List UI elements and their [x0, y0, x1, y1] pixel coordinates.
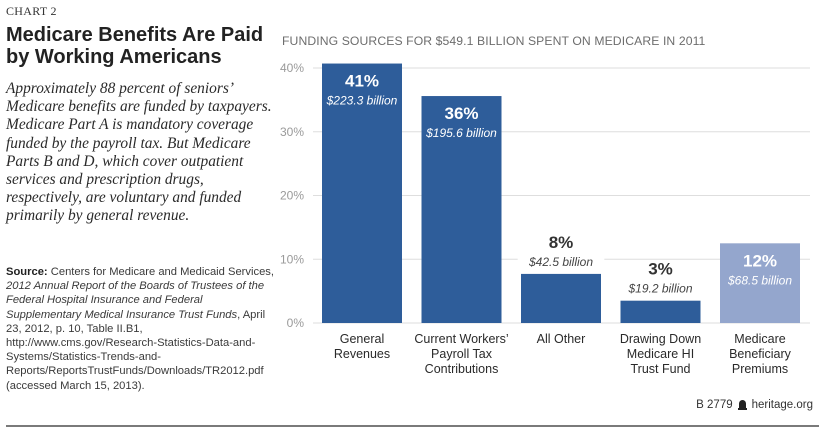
footer: B 2779 heritage.org: [696, 399, 813, 411]
page-title: Medicare Benefits Are Paid by Working Am…: [6, 24, 264, 68]
y-tick-label: 20%: [280, 189, 304, 203]
bar: [322, 63, 402, 323]
label-backdrop: [517, 254, 605, 269]
chart-number: CHART 2: [6, 4, 57, 18]
x-tick-label: General: [340, 332, 384, 346]
amount-label: $19.2 billion: [627, 282, 692, 296]
value-label: 41%: [345, 72, 379, 91]
liberty-bell-icon: [737, 400, 747, 410]
source-label: Source:: [6, 266, 48, 278]
x-tick-label: Medicare: [734, 332, 785, 346]
label-backdrop: [617, 281, 704, 296]
value-label: 12%: [743, 251, 777, 270]
source-report-title: 2012 Annual Report of the Boards of Trus…: [6, 280, 265, 321]
site-url: heritage.org: [751, 399, 813, 411]
value-label: 8%: [549, 233, 574, 252]
amount-label: $223.3 billion: [326, 94, 398, 108]
x-tick-label: Revenues: [334, 347, 390, 361]
x-tick-label: Beneficiary: [729, 347, 792, 361]
intro-text: Approximately 88 percent of seniors’ Med…: [6, 80, 272, 225]
y-tick-label: 30%: [280, 125, 304, 139]
x-tick-label: Contributions: [425, 362, 499, 376]
y-tick-label: 10%: [280, 252, 304, 266]
x-tick-label: All Other: [537, 332, 586, 346]
bar: [620, 300, 701, 323]
bar: [720, 243, 800, 323]
x-tick-label: Current Workers’: [414, 332, 508, 346]
value-label: 3%: [648, 260, 673, 279]
y-tick-label: 40%: [280, 61, 304, 75]
publication-code: B 2779: [696, 399, 733, 411]
y-tick-label: 0%: [287, 316, 305, 330]
amount-label: $42.5 billion: [528, 255, 593, 269]
bottom-rule: [6, 425, 819, 427]
value-label: 36%: [444, 104, 478, 123]
bars: [322, 63, 800, 323]
x-tick-label: Medicare HI: [627, 347, 694, 361]
amount-label: $68.5 billion: [727, 273, 792, 287]
bar: [521, 273, 601, 323]
source-text-1: Centers for Medicare and Medicaid Servic…: [47, 266, 274, 278]
source-note: Source: Centers for Medicare and Medicai…: [6, 265, 278, 393]
x-tick-label: Premiums: [732, 362, 788, 376]
x-tick-label: Drawing Down: [620, 332, 701, 346]
x-tick-label: Payroll Tax: [431, 347, 493, 361]
bar: [421, 96, 502, 323]
chart-title: FUNDING SOURCES FOR $549.1 BILLION SPENT…: [282, 34, 706, 48]
y-axis-ticks: 0% 10% 20% 30% 40%: [280, 61, 304, 330]
x-tick-label: Trust Fund: [631, 362, 691, 376]
source-text-2: , April 23, 2012, p. 10, Table II.B1, ht…: [6, 308, 266, 392]
amount-label: $195.6 billion: [425, 126, 497, 140]
bar-labels: 41% $223.3 billion 36% $195.6 billion 8% $42.…: [326, 72, 792, 296]
